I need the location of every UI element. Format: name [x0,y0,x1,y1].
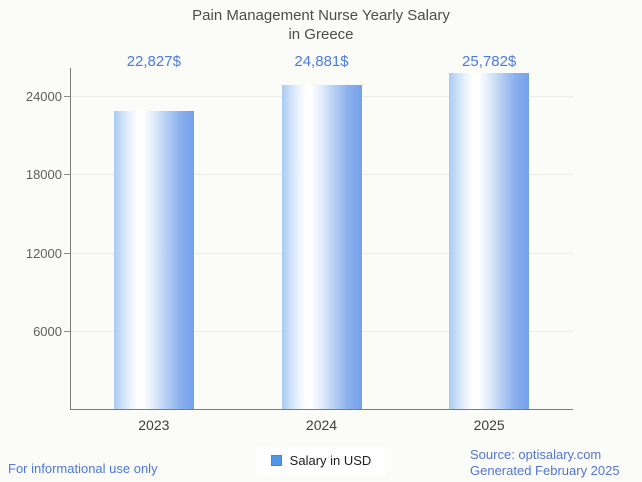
legend-label: Salary in USD [289,453,372,468]
x-tick-label-2024: 2024 [305,417,338,433]
disclaimer-text: For informational use only [8,461,158,476]
chart-legend: Salary in USD [0,447,642,476]
chart-title-line1: Pain Management Nurse Yearly Salary [192,7,450,24]
y-tick-mark-6000 [64,330,70,332]
y-axis-line [70,68,71,409]
y-tick-label-24000: 24000 [25,89,62,104]
value-label-2025: 25,782$ [462,53,517,70]
generated-text: Generated February 2025 [470,462,620,478]
y-tick-label-12000: 12000 [25,245,62,261]
x-tick-label-2023: 2023 [138,417,170,433]
bar-2025[interactable] [449,72,530,409]
chart-title-line2: in Greece [288,26,354,43]
chart-title: Pain Management Nurse Yearly Salary in G… [0,6,642,44]
legend-swatch-icon [270,455,282,466]
y-tick-mark-24000 [64,96,70,97]
bar-2024[interactable] [281,84,362,409]
x-tick-label-2025: 2025 [473,417,505,433]
legend-item-salary[interactable]: Salary in USD [256,447,386,476]
x-axis-line [70,409,573,410]
source-text[interactable]: Source: optisalary.com [470,447,602,462]
value-label-2024: 24,881$ [294,53,349,70]
bar-2023[interactable] [113,111,194,409]
y-tick-mark-12000 [64,252,70,254]
y-tick-mark-18000 [64,174,70,176]
source-block: Source: optisalary.com Generated Februar… [470,447,620,478]
y-tick-label-18000: 18000 [25,167,62,183]
y-tick-label-6000: 6000 [33,323,62,339]
value-label-2023: 22,827$ [126,53,181,70]
